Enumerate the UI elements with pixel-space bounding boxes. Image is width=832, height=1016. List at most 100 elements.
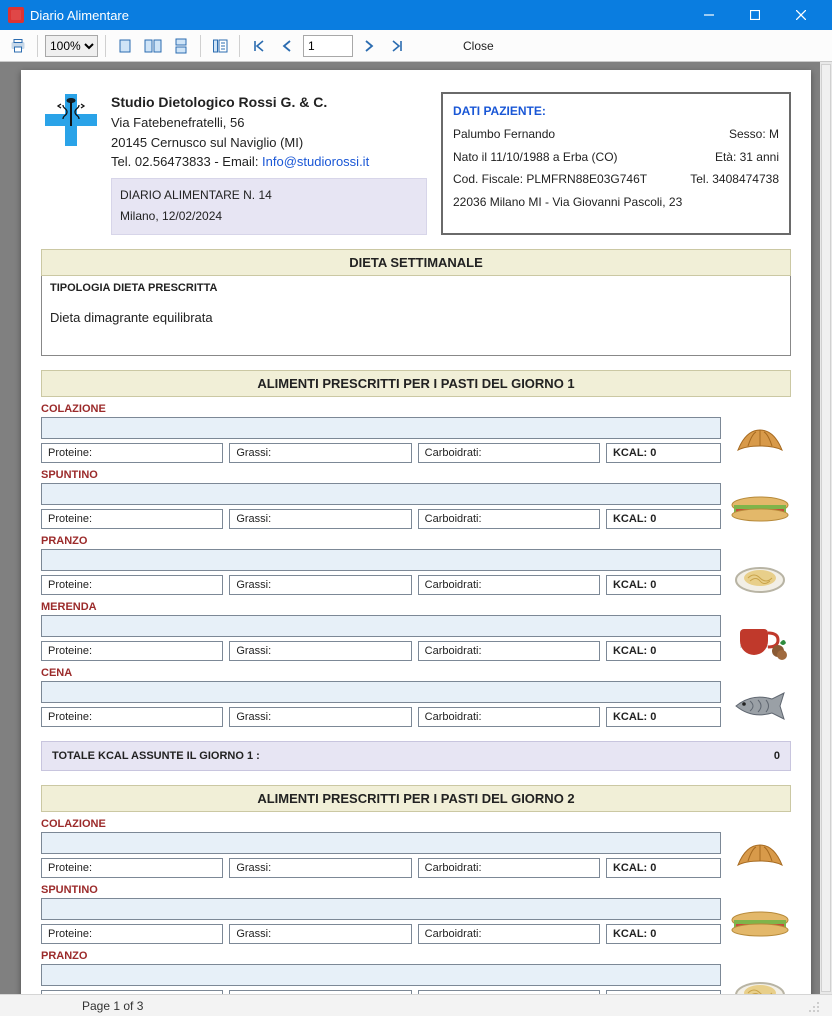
minimize-button[interactable] bbox=[686, 0, 732, 30]
toolbar: 50%75%100%125%150%200% bbox=[0, 30, 832, 62]
meal-row: Proteine:Grassi:Carboidrati:KCAL: 0 bbox=[41, 830, 791, 878]
tea-icon bbox=[729, 619, 791, 661]
facing-pages-icon bbox=[144, 38, 162, 54]
diet-section-title: DIETA SETTIMANALE bbox=[41, 249, 791, 276]
page-indicator: Page 1 of 3 bbox=[82, 999, 143, 1013]
close-window-button[interactable] bbox=[778, 0, 824, 30]
print-button[interactable] bbox=[6, 34, 30, 58]
sandwich-icon bbox=[729, 902, 791, 944]
patient-name: Palumbo Fernando bbox=[453, 123, 555, 146]
meal-food-input[interactable] bbox=[41, 964, 721, 986]
croissant-icon bbox=[729, 836, 791, 878]
last-page-icon bbox=[391, 40, 403, 52]
prev-page-button[interactable] bbox=[275, 34, 299, 58]
meal-label: PRANZO bbox=[41, 950, 791, 962]
meal-row: Proteine:Grassi:Carboidrati:KCAL: 0 bbox=[41, 679, 791, 727]
meal-food-input[interactable] bbox=[41, 681, 721, 703]
view-thumbnails-button[interactable] bbox=[208, 34, 232, 58]
maximize-button[interactable] bbox=[732, 0, 778, 30]
kcal-cell: KCAL: 0 bbox=[606, 443, 721, 463]
last-page-button[interactable] bbox=[385, 34, 409, 58]
view-single-page-button[interactable] bbox=[113, 34, 137, 58]
kcal-cell: KCAL: 0 bbox=[606, 641, 721, 661]
app-icon bbox=[8, 7, 24, 23]
grassi-cell: Grassi: bbox=[229, 924, 411, 944]
vertical-scrollbar[interactable] bbox=[820, 62, 832, 994]
grassi-cell: Grassi: bbox=[229, 443, 411, 463]
sandwich-icon bbox=[729, 487, 791, 529]
fish-icon bbox=[729, 685, 791, 727]
grassi-cell: Grassi: bbox=[229, 509, 411, 529]
patient-born: Nato il 11/10/1988 a Erba (CO) bbox=[453, 146, 618, 169]
toolbar-separator bbox=[200, 35, 201, 57]
croissant-icon bbox=[729, 421, 791, 463]
meal-food-input[interactable] bbox=[41, 832, 721, 854]
report-viewer[interactable]: Studio Dietologico Rossi G. & C. Via Fat… bbox=[0, 62, 832, 994]
meal-food-input[interactable] bbox=[41, 549, 721, 571]
meal-label: COLAZIONE bbox=[41, 403, 791, 415]
meal-row: Proteine:Grassi:Carboidrati:KCAL: 0 bbox=[41, 962, 791, 994]
grassi-cell: Grassi: bbox=[229, 641, 411, 661]
prev-page-icon bbox=[282, 40, 292, 52]
day-section-title: ALIMENTI PRESCRITTI PER I PASTI DEL GIOR… bbox=[41, 370, 791, 397]
pasta-icon bbox=[729, 553, 791, 595]
zoom-select[interactable]: 50%75%100%125%150%200% bbox=[45, 35, 98, 57]
kcal-cell: KCAL: 0 bbox=[606, 575, 721, 595]
header: Studio Dietologico Rossi G. & C. Via Fat… bbox=[41, 92, 791, 235]
maximize-icon bbox=[750, 10, 760, 20]
meal-food-input[interactable] bbox=[41, 417, 721, 439]
meal-label: PRANZO bbox=[41, 535, 791, 547]
view-facing-pages-button[interactable] bbox=[141, 34, 165, 58]
toolbar-separator bbox=[105, 35, 106, 57]
meal-food-input[interactable] bbox=[41, 483, 721, 505]
page-number-input[interactable] bbox=[303, 35, 353, 57]
meal-label: SPUNTINO bbox=[41, 469, 791, 481]
day-section-title: ALIMENTI PRESCRITTI PER I PASTI DEL GIOR… bbox=[41, 785, 791, 812]
proteine-cell: Proteine: bbox=[41, 575, 223, 595]
patient-sex: Sesso: M bbox=[729, 123, 779, 146]
print-icon bbox=[10, 38, 26, 54]
diary-info-box: DIARIO ALIMENTARE N. 14 Milano, 12/02/20… bbox=[111, 178, 427, 235]
studio-email-link[interactable]: Info@studiorossi.it bbox=[262, 154, 369, 169]
close-preview-button[interactable]: Close bbox=[457, 39, 500, 53]
view-continuous-button[interactable] bbox=[169, 34, 193, 58]
diary-number: DIARIO ALIMENTARE N. 14 bbox=[120, 185, 418, 207]
resize-grip-icon bbox=[806, 999, 820, 1013]
next-page-icon bbox=[364, 40, 374, 52]
proteine-cell: Proteine: bbox=[41, 641, 223, 661]
patient-box: DATI PAZIENTE: Palumbo Fernando Sesso: M… bbox=[441, 92, 791, 235]
first-page-button[interactable] bbox=[247, 34, 271, 58]
window-controls bbox=[686, 0, 824, 30]
continuous-icon bbox=[173, 38, 189, 54]
kcal-cell: KCAL: 0 bbox=[606, 509, 721, 529]
meal-food-input[interactable] bbox=[41, 898, 721, 920]
window-titlebar: Diario Alimentare bbox=[0, 0, 832, 30]
page-icon bbox=[117, 38, 133, 54]
viewer-wrap: Studio Dietologico Rossi G. & C. Via Fat… bbox=[0, 62, 832, 994]
grassi-cell: Grassi: bbox=[229, 707, 411, 727]
proteine-cell: Proteine: bbox=[41, 924, 223, 944]
carboidrati-cell: Carboidrati: bbox=[418, 443, 600, 463]
meal-label: COLAZIONE bbox=[41, 818, 791, 830]
studio-name: Studio Dietologico Rossi G. & C. bbox=[111, 92, 427, 113]
grassi-cell: Grassi: bbox=[229, 858, 411, 878]
proteine-cell: Proteine: bbox=[41, 707, 223, 727]
close-icon bbox=[796, 10, 806, 20]
thumbnails-icon bbox=[212, 38, 228, 54]
meal-row: Proteine:Grassi:Carboidrati:KCAL: 0 bbox=[41, 896, 791, 944]
day-total-label: TOTALE KCAL ASSUNTE IL GIORNO 1 : bbox=[52, 750, 260, 762]
diary-date: Milano, 12/02/2024 bbox=[120, 206, 418, 228]
report-page: Studio Dietologico Rossi G. & C. Via Fat… bbox=[21, 70, 811, 994]
meal-food-input[interactable] bbox=[41, 615, 721, 637]
next-page-button[interactable] bbox=[357, 34, 381, 58]
kcal-cell: KCAL: 0 bbox=[606, 858, 721, 878]
studio-logo bbox=[41, 92, 101, 235]
carboidrati-cell: Carboidrati: bbox=[418, 707, 600, 727]
studio-address-2: 20145 Cernusco sul Naviglio (MI) bbox=[111, 133, 427, 153]
statusbar: Page 1 of 3 bbox=[0, 994, 832, 1016]
studio-contacts: Tel. 02.56473833 - Email: Info@studioros… bbox=[111, 152, 427, 172]
patient-heading: DATI PAZIENTE: bbox=[453, 100, 779, 123]
studio-info: Studio Dietologico Rossi G. & C. Via Fat… bbox=[111, 92, 427, 172]
first-page-icon bbox=[253, 40, 265, 52]
meal-label: CENA bbox=[41, 667, 791, 679]
